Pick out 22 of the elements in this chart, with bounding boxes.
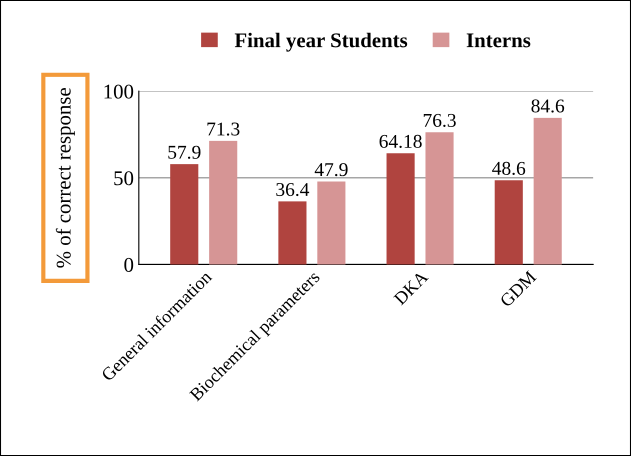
- data-label: 64.18: [380, 134, 422, 148]
- bar: [534, 118, 562, 264]
- bar: [278, 201, 306, 264]
- data-label: 84.6: [531, 99, 564, 113]
- bar: [209, 140, 238, 264]
- bar: [317, 181, 346, 264]
- bar: [494, 180, 523, 264]
- data-label: 71.3: [207, 122, 240, 136]
- data-label: 48.6: [492, 162, 526, 176]
- bar: [386, 153, 415, 264]
- y-tick-label: 100: [104, 84, 134, 99]
- legend-label: Interns: [466, 34, 530, 48]
- data-label: 36.4: [276, 183, 310, 196]
- y-tick-label: 0: [124, 258, 134, 272]
- data-label: 76.3: [424, 114, 456, 128]
- y-axis-title: % of correct response: [56, 88, 75, 268]
- y-tick-label: 50: [114, 171, 134, 186]
- bar: [170, 164, 198, 264]
- data-label: 57.9: [168, 146, 200, 159]
- legend-label: Final year Students: [234, 32, 408, 52]
- bar: [425, 132, 454, 264]
- data-label: 47.9: [314, 163, 348, 176]
